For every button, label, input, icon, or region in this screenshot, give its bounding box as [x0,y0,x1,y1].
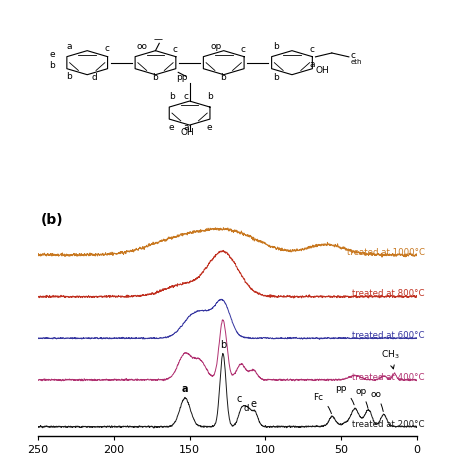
Text: c: c [351,51,356,60]
Text: OH: OH [180,128,194,137]
Text: e: e [49,50,55,59]
Text: b: b [273,42,279,51]
Text: Fc: Fc [313,392,331,414]
Text: oo: oo [137,42,147,51]
Text: b: b [152,73,157,82]
Text: pp: pp [176,73,188,82]
Text: a: a [309,60,315,69]
Text: c: c [241,45,246,54]
Text: e: e [207,123,212,132]
Text: c: c [309,45,314,54]
Text: c: c [237,394,242,404]
Text: a: a [182,384,188,394]
Text: —: — [154,36,163,45]
Text: treated at 200°C: treated at 200°C [352,419,425,428]
Text: b: b [207,92,212,101]
Text: OH: OH [316,66,329,75]
Text: b: b [220,340,226,350]
Text: treated at 1000°C: treated at 1000°C [346,248,425,257]
Text: c: c [173,45,178,54]
Text: c: c [184,91,189,100]
Text: oo: oo [371,390,383,411]
Text: e: e [169,123,174,132]
Text: b: b [66,72,72,81]
Text: b: b [273,73,279,82]
Text: c: c [104,44,109,53]
Text: b: b [49,62,55,71]
Text: eth: eth [351,59,362,64]
Text: d: d [243,404,248,413]
Text: a: a [66,42,72,51]
Text: op: op [356,387,368,409]
Text: d: d [91,73,97,82]
Text: op: op [210,42,222,51]
Text: b: b [169,92,174,101]
Text: treated at 600°C: treated at 600°C [352,331,425,340]
Text: pp: pp [336,384,354,405]
Text: treated at 800°C: treated at 800°C [352,290,425,299]
Text: b: b [220,73,226,82]
Text: CH$_3$: CH$_3$ [381,349,399,369]
Text: a: a [184,123,190,132]
Text: treated at 400°C: treated at 400°C [352,373,425,382]
Text: e: e [250,399,256,409]
Text: (b): (b) [41,213,64,227]
